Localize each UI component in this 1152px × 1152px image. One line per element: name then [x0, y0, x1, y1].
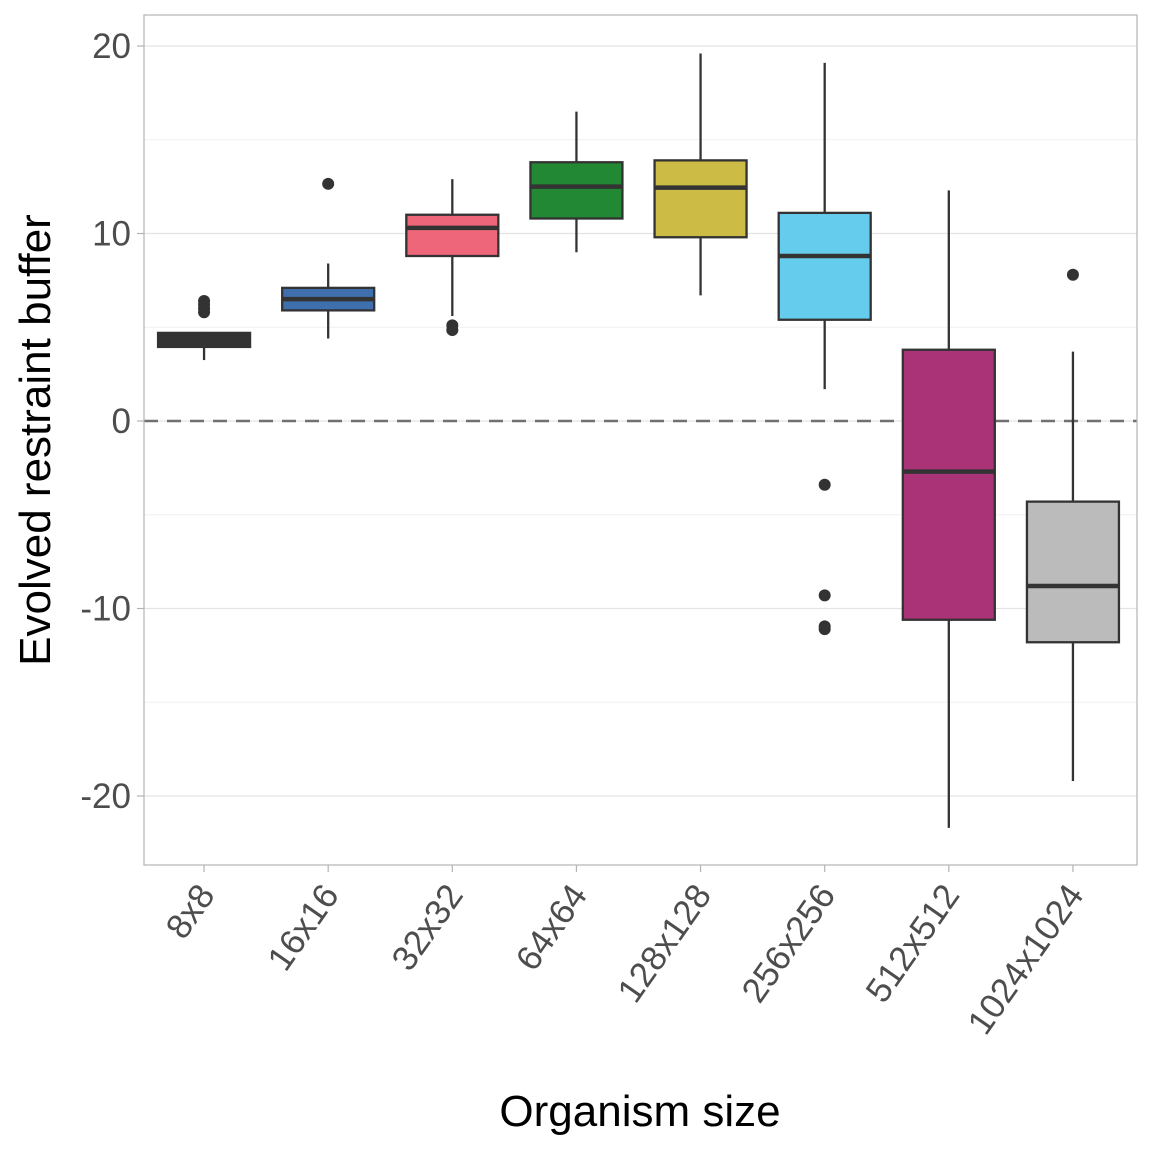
outlier-point	[818, 623, 831, 636]
y-tick-label: -10	[80, 590, 131, 629]
x-tick-label: 8x8	[158, 877, 222, 946]
y-axis-title: Evolved restraint buffer	[11, 214, 60, 666]
box-iqr	[777, 211, 872, 321]
box-512x512	[901, 190, 996, 828]
x-tick-label: 256x256	[734, 877, 843, 1009]
x-axis-title: Organism size	[499, 1087, 780, 1136]
outlier-point	[322, 177, 335, 190]
x-tick-label: 1024x1024	[960, 877, 1091, 1041]
y-axis: -20 -10 0 10 20	[80, 27, 144, 816]
box-32x32	[405, 179, 500, 337]
x-tick-label: 64x64	[508, 877, 595, 977]
box-1024x1024	[1025, 268, 1121, 781]
box-256x256	[777, 62, 872, 636]
box-iqr	[405, 213, 500, 258]
outlier-point	[198, 295, 211, 307]
outlier-point	[446, 324, 459, 337]
y-tick-label: 20	[92, 27, 131, 66]
x-tick-label: 128x128	[610, 877, 719, 1009]
boxes	[156, 53, 1121, 828]
y-tick-label: 0	[112, 402, 131, 441]
box-iqr	[529, 161, 624, 220]
outlier-point	[818, 478, 831, 491]
outlier-point	[818, 589, 831, 602]
box-128x128	[653, 53, 748, 296]
panel-border	[143, 14, 1138, 866]
box-iqr	[901, 348, 996, 621]
box-iqr	[1025, 500, 1121, 644]
box-8x8	[156, 295, 252, 361]
x-axis: 8x8 16x16 32x32 64x64 128x128 256x256 512x5121…	[158, 865, 1091, 1041]
box-64x64	[529, 111, 624, 253]
x-tick-label: 32x32	[384, 877, 471, 977]
x-tick-label: 16x16	[260, 877, 347, 977]
outlier-point	[1066, 268, 1079, 281]
box-iqr	[653, 159, 748, 239]
y-tick-label: -20	[80, 777, 131, 816]
x-tick-label: 512x512	[858, 877, 967, 1009]
y-tick-label: 10	[92, 215, 131, 254]
box-16x16	[281, 177, 376, 339]
